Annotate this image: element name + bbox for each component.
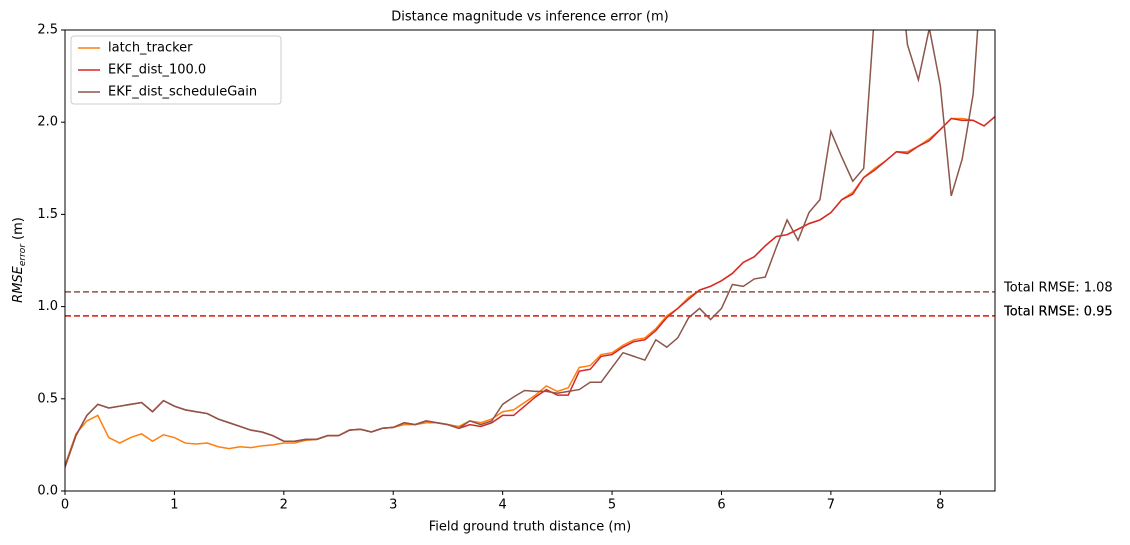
legend-label: EKF_dist_scheduleGain bbox=[108, 85, 257, 100]
x-tick-label: 8 bbox=[936, 498, 944, 513]
plot-frame bbox=[64, 29, 996, 492]
y-tick-label: 1.5 bbox=[37, 207, 58, 222]
x-tick-label: 6 bbox=[717, 498, 725, 513]
plot-area bbox=[65, 30, 995, 468]
x-tick-label: 2 bbox=[280, 498, 288, 513]
y-tick-label: 2.0 bbox=[37, 115, 58, 130]
y-label-main: RMSE bbox=[11, 265, 26, 303]
x-tick-label: 1 bbox=[170, 498, 178, 513]
y-axis-label: RMSEerror (m) bbox=[11, 217, 28, 303]
reference-label: Total RMSE: 1.08 bbox=[1003, 280, 1113, 295]
x-tick-label: 0 bbox=[61, 498, 69, 513]
legend-box bbox=[70, 35, 282, 105]
legend-label: latch_tracker bbox=[108, 41, 193, 56]
x-axis-label: Field ground truth distance (m) bbox=[429, 520, 631, 535]
legend-label: EKF_dist_100.0 bbox=[108, 63, 206, 78]
chart-title: Distance magnitude vs inference error (m… bbox=[391, 10, 668, 25]
x-tick-label: 5 bbox=[608, 498, 616, 513]
y-label-sub: error bbox=[18, 243, 28, 266]
x-tick-label: 7 bbox=[827, 498, 835, 513]
y-tick-label: 1.0 bbox=[37, 299, 58, 314]
y-tick-label: 0.5 bbox=[37, 391, 58, 406]
y-tick-label: 0.0 bbox=[37, 484, 58, 499]
x-tick-label: 4 bbox=[499, 498, 507, 513]
x-tick-label: 3 bbox=[389, 498, 397, 513]
data-line bbox=[65, 30, 979, 468]
legend: latch_tracker EKF_dist_100.0 EKF_dist_sche… bbox=[70, 35, 282, 105]
y-label-unit: (m) bbox=[11, 217, 26, 240]
reference-label: Total RMSE: 0.95 bbox=[1003, 304, 1113, 319]
reference-label: Total RMSE: 0.95 bbox=[1003, 304, 1113, 319]
y-tick-label: 2.5 bbox=[37, 23, 58, 38]
